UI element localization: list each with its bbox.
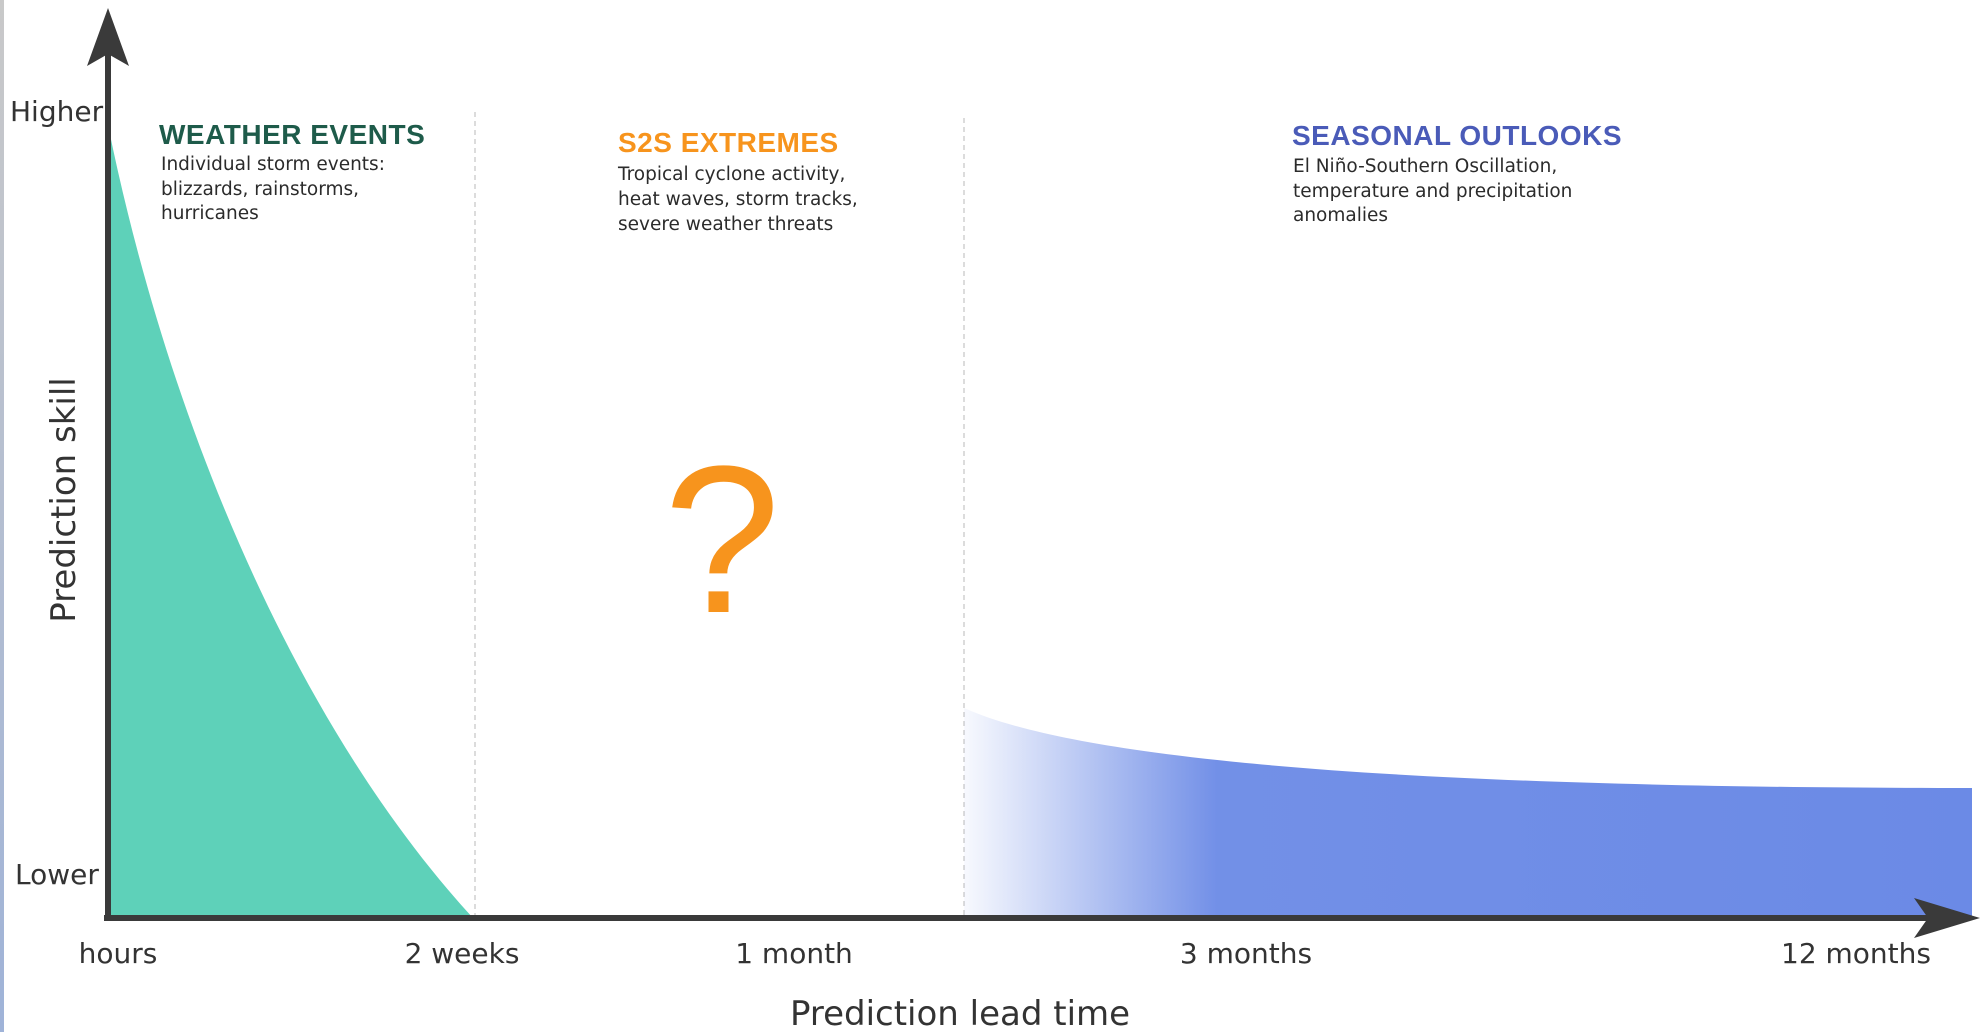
x-tick-1-month: 1 month xyxy=(735,937,853,970)
seasonal-outlooks-desc-line-3: anomalies xyxy=(1293,205,1388,226)
s2s-extremes-desc-line-1: Tropical cyclone activity, xyxy=(617,164,845,185)
s2s-extremes-desc-line-3: severe weather threats xyxy=(618,214,833,235)
weather-events-title: WEATHER EVENTS xyxy=(159,119,425,150)
y-axis-arrow xyxy=(87,8,129,66)
x-tick-12-months: 12 months xyxy=(1781,937,1931,970)
s2s-extremes-desc-line-2: heat waves, storm tracks, xyxy=(618,189,858,210)
x-tick-hours: hours xyxy=(79,937,158,970)
x-tick-2-weeks: 2 weeks xyxy=(405,937,520,970)
x-tick-3-months: 3 months xyxy=(1180,937,1312,970)
weather-events-desc-line-2: blizzards, rainstorms, xyxy=(161,179,359,200)
seasonal-outlooks-desc-line-2: temperature and precipitation xyxy=(1293,181,1572,202)
x-axis-arrow xyxy=(1914,898,1980,938)
seasonal-skill-area xyxy=(964,708,1972,918)
seasonal-outlooks-desc-line-1: El Niño-Southern Oscillation, xyxy=(1293,156,1557,177)
seasonal-outlooks-title: SEASONAL OUTLOOKS xyxy=(1292,120,1622,151)
weather-events-desc-line-1: Individual storm events: xyxy=(161,154,385,175)
y-axis-title: Prediction skill xyxy=(44,377,84,622)
weather-skill-area xyxy=(108,125,473,918)
x-axis-title: Prediction lead time xyxy=(790,994,1130,1032)
s2s-extremes-title: S2S EXTREMES xyxy=(618,127,839,158)
weather-events-desc-line-3: hurricanes xyxy=(161,203,259,224)
window-left-edge xyxy=(0,0,4,1032)
uncertainty-question-mark: ? xyxy=(664,422,781,657)
y-axis-high-label: Higher xyxy=(10,95,104,128)
y-axis-low-label: Lower xyxy=(15,858,99,891)
